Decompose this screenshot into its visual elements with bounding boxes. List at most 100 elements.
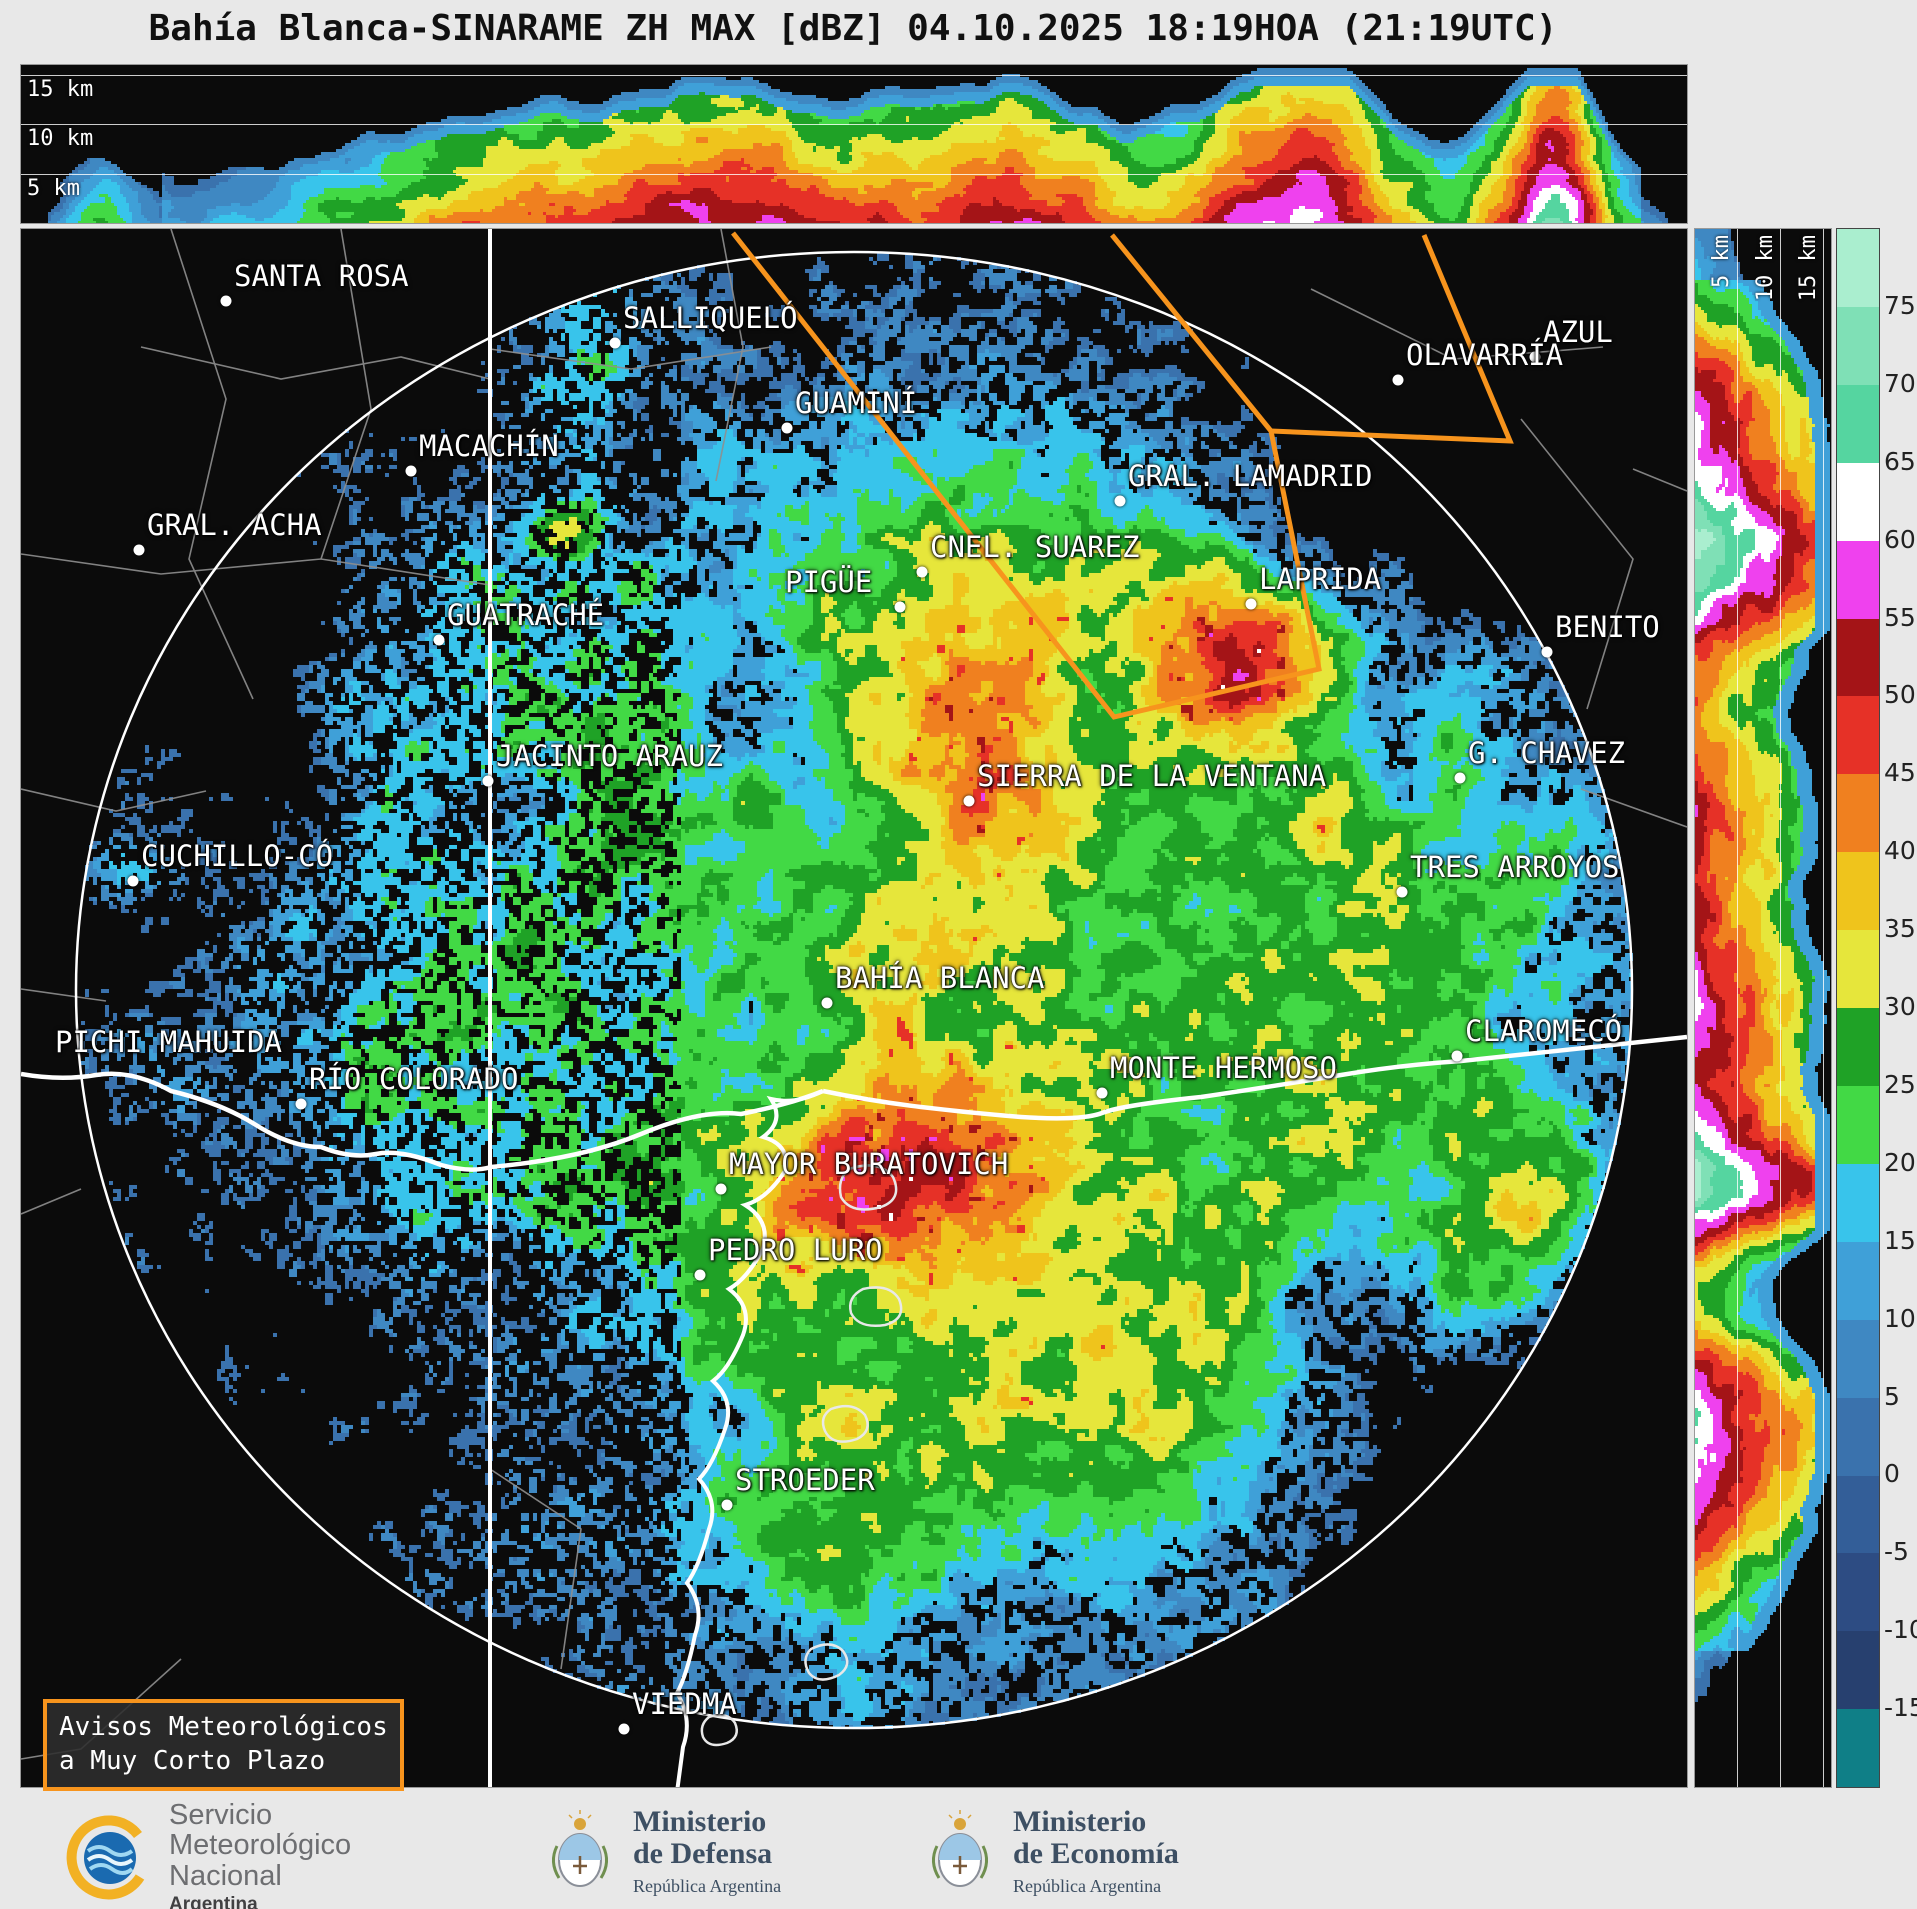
colorbar-band: [1837, 930, 1879, 1009]
city-dot: [482, 775, 494, 787]
city-label: PEDRO LURO: [708, 1233, 883, 1267]
radar-map-canvas: [21, 229, 1687, 1787]
city-label: PIGÜE: [785, 565, 873, 599]
department-boundaries: [21, 229, 1687, 1760]
colorbar-tick: 25: [1884, 1069, 1916, 1099]
city-dot: [781, 422, 793, 434]
colorbar-band: [1837, 229, 1879, 307]
colorbar-tick: 60: [1884, 524, 1916, 554]
cross-section-top-panel: 15 km 10 km 5 km: [20, 64, 1688, 224]
city-dot: [405, 465, 417, 477]
altitude-label-5km-v: 5 km: [1709, 235, 1734, 288]
altitude-label-10km-v: 10 km: [1753, 235, 1778, 302]
colorbar-band: [1837, 306, 1879, 385]
city-label: GRAL. LAMADRID: [1128, 459, 1373, 493]
ministerio-economia-group: Ministerio de Economía República Argenti…: [925, 1805, 1179, 1897]
gridline-10km-v: [1780, 229, 1781, 1787]
colorbar-tick: 45: [1884, 758, 1916, 788]
city-dot: [1114, 495, 1126, 507]
city-dot: [1529, 351, 1541, 363]
city-label: MONTE HERMOSO: [1110, 1051, 1337, 1085]
gridline-15km: [21, 75, 1687, 76]
city-dot: [609, 337, 621, 349]
city-dot: [1454, 772, 1466, 784]
colorbar-ticks: 75 70 65 60 55 50 45 40 35 30 25 20 15 10 5 0 -5 -10 -15: [1884, 228, 1917, 1786]
colorbar-band: [1837, 852, 1879, 931]
city-label: GUATRACHÉ: [447, 598, 605, 632]
city-dot: [694, 1269, 706, 1281]
colorbar-tick: -15: [1884, 1693, 1917, 1723]
city-dot: [916, 566, 928, 578]
map-overlay: [21, 229, 1687, 1787]
city-label: VIEDMA: [632, 1687, 737, 1721]
city-dot: [894, 601, 906, 613]
city-dot: [1392, 374, 1404, 386]
colorbar-tick: 65: [1884, 446, 1916, 476]
colorbar-band: [1837, 1319, 1879, 1398]
city-label: CUCHILLO-CÓ: [141, 839, 334, 873]
colorbar-band: [1837, 618, 1879, 697]
city-dot: [433, 634, 445, 646]
gridline-10km: [21, 124, 1687, 125]
warning-polygons: [731, 231, 1514, 720]
colorbar-band: [1837, 1163, 1879, 1242]
city-label: MAYOR BURATOVICH: [729, 1147, 1009, 1181]
city-dot: [618, 1723, 630, 1735]
colorbar-band: [1837, 774, 1879, 853]
colorbar-tick: 15: [1884, 1225, 1916, 1255]
city-label: SALLIQUELÓ: [623, 301, 798, 335]
city-label: SANTA ROSA: [234, 259, 409, 293]
city-label: STROEDER: [735, 1463, 875, 1497]
defensa-sub: República Argentina: [633, 1875, 782, 1896]
colorbar-tick: -5: [1884, 1537, 1909, 1567]
colorbar-tick: 50: [1884, 680, 1916, 710]
coastal-lagoons: [700, 1164, 903, 1747]
argentina-coat-of-arms-icon: [932, 1810, 988, 1888]
city-label: AZUL: [1543, 315, 1613, 349]
city-label: SIERRA DE LA VENTANA: [977, 759, 1327, 793]
economia-sub: República Argentina: [1013, 1875, 1162, 1896]
city-label: BAHÍA BLANCA: [835, 961, 1045, 995]
altitude-label-15km-v: 15 km: [1796, 235, 1821, 302]
colorbar-band: [1837, 1085, 1879, 1164]
cross-section-right-panel: 5 km 10 km 15 km: [1694, 228, 1832, 1788]
city-label: RÍO COLORADO: [309, 1062, 519, 1096]
colorbar-tick: 75: [1884, 290, 1916, 320]
city-label: OLAVARRÍA: [1406, 338, 1564, 372]
city-dot: [821, 997, 833, 1009]
city-dot: [1541, 646, 1553, 658]
radar-map-panel: SANTA ROSA SALLIQUELÓ AZUL OLAVARRÍA GUAMINÍ…: [20, 228, 1688, 1791]
warning-box: Avisos Meteorológicos a Muy Corto Plazo: [43, 1699, 404, 1791]
colorbar-band: [1837, 1241, 1879, 1320]
city-dot: [1096, 1087, 1108, 1099]
colorbar-band: [1837, 540, 1879, 619]
city-label: LAPRIDA: [1259, 562, 1382, 596]
footer: Servicio Meteorológico Nacional Argentin…: [0, 1792, 1917, 1909]
city-dot: [1245, 598, 1257, 610]
city-dot: [721, 1499, 733, 1511]
warning-box-line2: a Muy Corto Plazo: [59, 1745, 326, 1776]
city-label: GRAL. ACHA: [147, 508, 322, 542]
city-dot: [295, 1098, 307, 1110]
colorbar-tick: 0: [1884, 1459, 1900, 1489]
province-borders: [21, 229, 1687, 1787]
colorbar-band: [1837, 1553, 1879, 1632]
cross-section-right-canvas: [1695, 229, 1831, 1787]
colorbar-band: [1837, 1631, 1879, 1710]
ministerio-defensa-group: Ministerio de Defensa República Argentin…: [545, 1805, 782, 1897]
product-title: Bahía Blanca-SINARAME ZH MAX [dBZ] 04.10…: [148, 8, 1558, 49]
city-dot: [133, 544, 145, 556]
smn-name-line2: Meteorológico: [169, 1829, 352, 1862]
gridline-5km-v: [1737, 229, 1738, 1787]
city-label: G. CHAVEZ: [1468, 736, 1626, 770]
gridline-5km: [21, 174, 1687, 175]
colorbar-tick: 20: [1884, 1147, 1916, 1177]
defensa-line2: de Defensa: [633, 1837, 773, 1871]
cross-section-top-canvas: [21, 65, 1687, 223]
altitude-label-5km: 5 km: [27, 176, 80, 201]
economia-line1: Ministerio: [1013, 1805, 1147, 1838]
smn-name-line3: Nacional: [169, 1859, 282, 1892]
altitude-label-15km: 15 km: [27, 77, 94, 102]
colorbar-band: [1837, 1397, 1879, 1476]
city-label: MACACHÍN: [419, 429, 559, 463]
